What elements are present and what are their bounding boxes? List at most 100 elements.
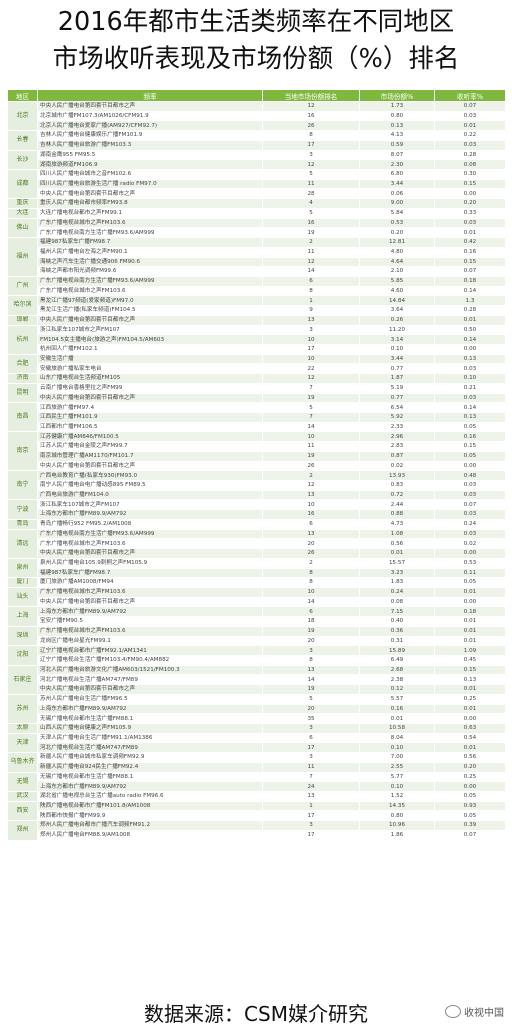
rank-cell: 5 — [262, 693, 360, 705]
share-cell: 4.60 — [359, 285, 435, 297]
rating-cell: 0.01 — [434, 703, 506, 715]
rating-cell: 0.03 — [434, 509, 506, 520]
channel-cell: 广东广播电视台城市之声FM103.6 — [37, 217, 263, 229]
rating-cell: 0.03 — [434, 217, 506, 229]
region-cell: 汕头 — [7, 586, 38, 608]
table-row: 中央人民广播电台第四套节目都市之声 26 0.01 0.00 — [8, 548, 506, 559]
share-cell: 13.93 — [359, 470, 435, 482]
table-row: 天津 天津人民广播电台生活广播FM91.1/AM1386 6 8.04 0.54 — [7, 732, 506, 754]
rating-cell: 0.01 — [434, 635, 506, 647]
channel-cell: 郑州人民广播电台都市广播汽车调频FM91.2 — [37, 820, 263, 831]
share-cell: 1.83 — [359, 577, 435, 588]
share-cell: 1.86 — [359, 829, 435, 841]
rating-cell: 0.02 — [434, 538, 506, 550]
share-cell: 12.81 — [359, 237, 435, 248]
table-row: 四川人民广播电台旅游生活广播 radio FM97.0 11 3.44 0.15 — [8, 178, 506, 190]
region-cell: 大连 — [7, 207, 38, 219]
channel-cell: 青岛广播畅行952 FM95.2/AM1008 — [37, 518, 263, 530]
table-row: 福建987私家车广播FM98.7 8 3.23 0.11 — [8, 567, 506, 579]
rating-cell: 0.07 — [434, 829, 506, 841]
share-cell: 0.36 — [359, 625, 435, 637]
region-cell: 广州 — [7, 275, 38, 297]
rank-cell: 9 — [262, 305, 360, 316]
channel-cell: 安徽生活广播 — [37, 353, 263, 365]
rank-cell: 7 — [262, 382, 360, 394]
table-row: 宁波 浙江私家车107城市之声FM107 10 2.44 0.07 — [7, 499, 506, 520]
share-cell: 0.87 — [359, 450, 435, 462]
channel-cell: 广东广播电视台南方生活广播FM93.6/AM999 — [37, 227, 263, 239]
share-cell: 15.57 — [359, 557, 435, 569]
table-row: 邯郸 中央人民广播电台第四套节目都市之声 13 0.26 0.01 — [7, 314, 506, 326]
rating-cell: 0.03 — [434, 363, 506, 375]
channel-cell: 广东广播电视台南方生活广播FM93.6/AM999 — [37, 528, 263, 540]
channel-cell: 河北广播电视台生活广播AM747/FM89 — [37, 742, 263, 754]
share-cell: 0.56 — [359, 538, 435, 550]
rank-cell: 3 — [262, 752, 360, 763]
rank-cell: 3 — [262, 645, 360, 656]
channel-cell: 河北人民广播电台旅游文化广播AM603/1521/FM100.3 — [37, 664, 263, 676]
table-row: FM104.5女主播电台(旅游之声)FM104.5/AM603 10 3.14 0.1… — [8, 334, 506, 345]
table-body: 北京 中央人民广播电台第四套节目都市之声 12 1.73 0.07 北京城市广播FM107… — [7, 100, 506, 841]
table-row: 无锡广播电视台都市生活广播FM88.1 35 0.01 0.00 — [8, 713, 506, 724]
channel-cell: 辽宁广播电视台都市广播FM92.1/AM1341 — [37, 645, 263, 656]
table-row: 济南 山东广播电视台生活频道FM105 12 1.87 0.10 — [7, 373, 506, 384]
channel-cell: 杭州回人广播FM102.1 — [37, 343, 263, 355]
share-cell: 3.64 — [359, 305, 435, 316]
region-cell: 杭州 — [7, 324, 38, 355]
rating-cell: 0.03 — [434, 139, 506, 151]
table-row: 南宁 广西电台教育广播(私家车930)FM93.0 2 13.93 0.48 — [7, 470, 506, 501]
share-cell: 4.80 — [359, 246, 435, 258]
region-cell: 天津 — [7, 732, 38, 754]
table-row: 龙岗区广播电台星光FM99.1 20 0.31 0.01 — [8, 635, 506, 647]
rating-cell: 0.01 — [434, 684, 506, 695]
table-row: 无锡 无锡广播电视台都市生活广播FM88.1 7 5.77 0.25 — [7, 771, 506, 793]
rating-cell: 0.25 — [434, 771, 506, 783]
region-cell: 长沙 — [7, 149, 38, 171]
channel-cell: 厦门旅游广播AM1008/FM94 — [37, 577, 263, 588]
region-cell: 深圳 — [7, 625, 38, 647]
table-row: 泉州 泉州人民广播电台105.9刺桐之声FM105.9 2 15.57 0.53 — [7, 557, 506, 579]
rank-cell: 19 — [262, 392, 360, 404]
table-row: 上海东方都市广播FM89.9/AM792 24 0.10 0.00 — [8, 781, 506, 793]
share-cell: 5.57 — [359, 693, 435, 705]
rating-cell: 0.00 — [434, 781, 506, 793]
rank-cell: 18 — [262, 616, 360, 627]
rank-cell: 3 — [262, 820, 360, 831]
rating-cell: 0.05 — [434, 421, 506, 433]
rating-cell: 0.20 — [434, 198, 506, 209]
channel-cell: 中央人民广播电台第四套节目都市之声 — [37, 314, 263, 326]
channel-cell: 陕西都市快报广播FM99.9 — [37, 810, 263, 822]
table-row: 广东广播电视台南方生活广播FM93.6/AM999 19 0.20 0.01 — [8, 227, 506, 239]
channel-cell: 海峡之声汽车生活广播交通906 FM90.6 — [37, 256, 263, 268]
rank-cell: 24 — [262, 781, 360, 793]
share-cell: 0.80 — [359, 110, 435, 122]
rating-cell: 0.13 — [434, 353, 506, 365]
region-cell: 济南 — [7, 373, 38, 384]
table-row: 上海东方都市广播FM89.9/AM792 20 0.16 0.01 — [8, 703, 506, 715]
rank-cell: 8 — [262, 130, 360, 141]
table-row: 海峡之声都市阳光调频FM99.6 14 2.10 0.07 — [8, 266, 506, 277]
channel-cell: 北京城市广播FM107.3/AM1026/CFM91.9 — [37, 110, 263, 122]
channel-cell: 江西民生广播FM101.9 — [37, 412, 263, 423]
rank-cell: 12 — [262, 256, 360, 268]
rating-cell: 0.00 — [434, 460, 506, 472]
rating-cell: 0.07 — [434, 499, 506, 511]
channel-cell: 中央人民广播电台第四套节目都市之声 — [37, 548, 263, 559]
rank-cell: 35 — [262, 713, 360, 724]
share-cell: 0.88 — [359, 509, 435, 520]
rank-cell: 19 — [262, 684, 360, 695]
rank-cell: 26 — [262, 548, 360, 559]
table-row: 成都 四川人民广播电台城市之音FM102.6 5 6.80 0.30 — [7, 169, 506, 200]
channel-cell: 北京人民广播电台爱家广播(AM927/CFM92.7) — [37, 120, 263, 132]
table-row: 广州 广东广播电视台南方生活广播FM93.6/AM999 6 5.85 0.18 — [7, 275, 506, 297]
share-cell: 6.54 — [359, 402, 435, 413]
region-cell: 合肥 — [7, 353, 38, 375]
table-row: 哈尔滨 黑龙江广播97频道(爱家频道)FM97.0 1 14.84 1.3 — [7, 295, 506, 316]
rank-cell: 10 — [262, 431, 360, 443]
share-cell: 0.31 — [359, 635, 435, 647]
table-row: 北京城市广播FM107.3/AM1026/CFM91.9 16 0.80 0.03 — [8, 110, 506, 122]
channel-cell: 大连广播电视台都市之声FM99.1 — [37, 207, 263, 219]
channel-cell: 江西旅游广播FM97.4 — [37, 402, 263, 413]
rating-cell: 0.00 — [434, 548, 506, 559]
share-cell: 0.16 — [359, 703, 435, 715]
